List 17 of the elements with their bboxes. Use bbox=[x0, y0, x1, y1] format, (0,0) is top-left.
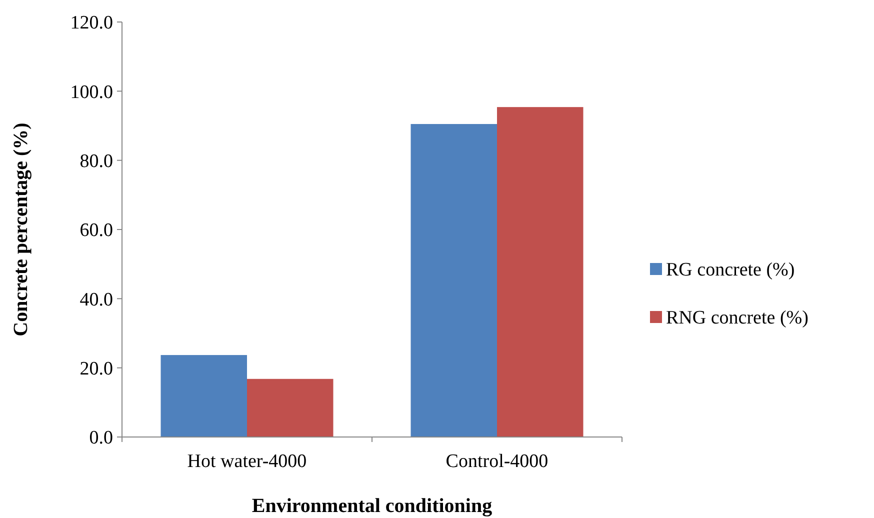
y-tick-label: 100.0 bbox=[70, 82, 113, 103]
y-tick-label: 80.0 bbox=[80, 150, 113, 172]
x-tick-label: Control-4000 bbox=[446, 451, 548, 472]
bar bbox=[247, 378, 334, 437]
y-tick-label: 40.0 bbox=[80, 289, 113, 310]
bar bbox=[160, 355, 247, 437]
x-tick-label: Hot water-4000 bbox=[187, 451, 307, 472]
x-axis-title: Environmental conditioning bbox=[252, 495, 492, 517]
y-tick-label: 60.0 bbox=[80, 220, 113, 242]
y-tick-label: 0.0 bbox=[89, 428, 113, 449]
bar bbox=[410, 124, 497, 437]
y-tick-label: 120.0 bbox=[70, 12, 113, 34]
bar bbox=[497, 107, 584, 437]
y-tick-label: 20.0 bbox=[80, 358, 113, 380]
legend-label: RNG concrete (%) bbox=[666, 308, 808, 329]
legend-label: RG concrete (%) bbox=[666, 260, 795, 281]
y-axis-title: Concrete percentage (%) bbox=[10, 122, 32, 336]
